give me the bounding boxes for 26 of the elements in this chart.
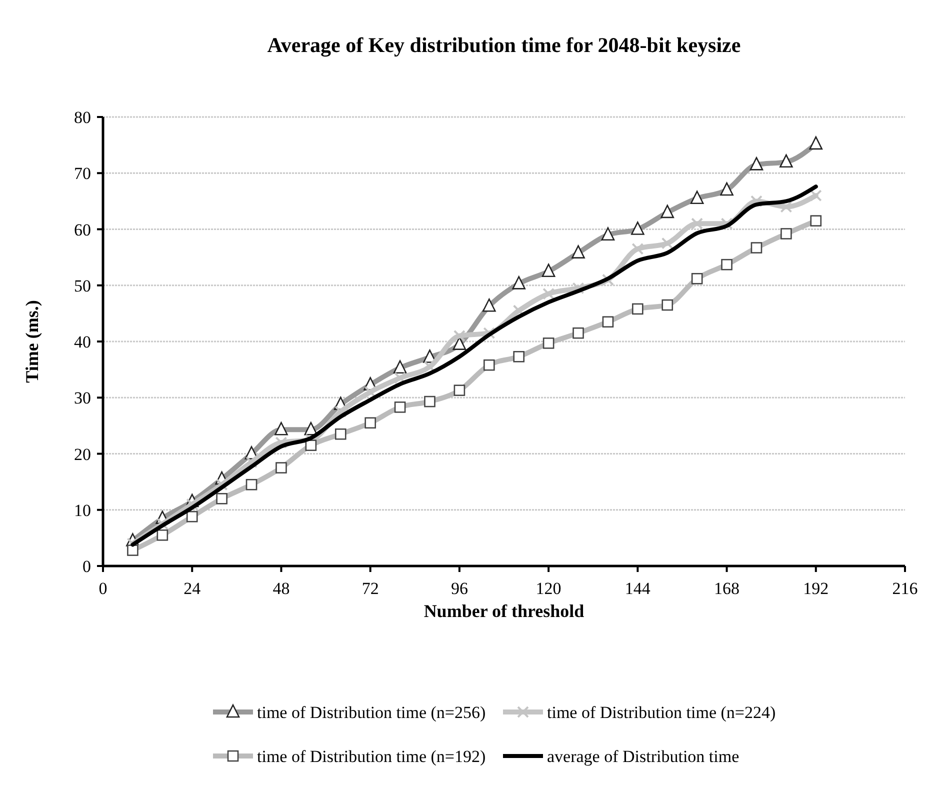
x-tick-label: 48 (272, 579, 290, 598)
y-tick-label: 0 (82, 557, 91, 576)
y-tick-label: 70 (74, 164, 91, 184)
legend-label: time of Distribution time (n=224) (547, 703, 776, 722)
x-tick-label: 24 (184, 579, 202, 598)
y-tick-label: 80 (74, 108, 91, 127)
y-tick-label: 60 (74, 220, 91, 240)
x-tick-label: 168 (714, 579, 740, 598)
y-axis-title: Time (ms.) (22, 300, 42, 383)
chart-title: Average of Key distribution time for 2048-bit keysize (267, 33, 741, 57)
x-tick-label: 120 (536, 579, 562, 598)
legend-label: average of Distribution time (547, 747, 740, 766)
x-tick-label: 0 (98, 579, 108, 598)
x-tick-label: 72 (362, 579, 379, 598)
x-axis-title: Number of threshold (424, 601, 584, 621)
y-tick-label: 10 (74, 500, 91, 520)
legend-label: time of Distribution time (n=256) (257, 703, 486, 722)
x-tick-label: 96 (450, 579, 468, 598)
y-tick-label: 50 (74, 276, 91, 296)
y-tick-label: 40 (74, 332, 91, 352)
y-tick-label: 30 (74, 388, 91, 408)
x-tick-label: 192 (803, 579, 829, 598)
x-tick-label: 144 (624, 579, 651, 598)
x-tick-label: 216 (892, 579, 918, 598)
legend-label: time of Distribution time (n=192) (257, 747, 486, 766)
y-tick-label: 20 (74, 444, 91, 464)
